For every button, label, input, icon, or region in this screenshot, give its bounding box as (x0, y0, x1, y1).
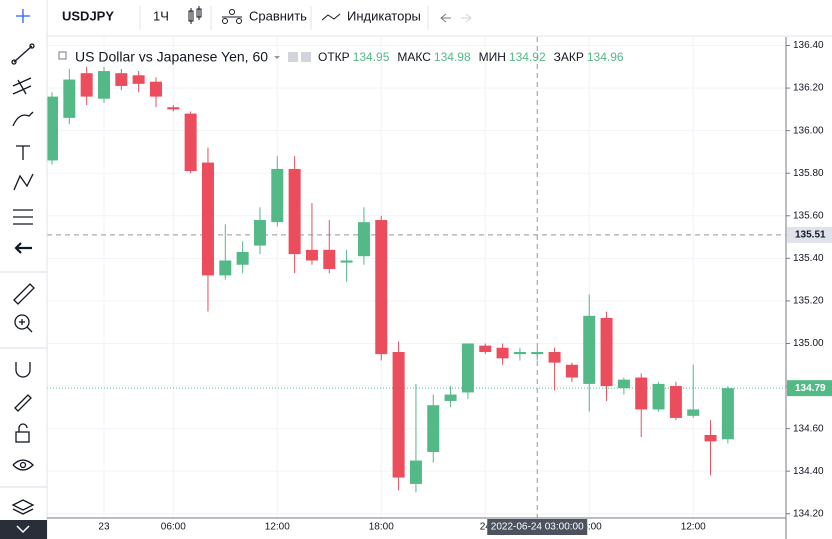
y-tick-label: 136.00 (793, 125, 824, 136)
legend-value: 134.98 (434, 50, 471, 64)
candle-body (271, 168, 284, 223)
candle-body (149, 81, 162, 97)
candle-body (409, 460, 422, 484)
collapse-button[interactable] (0, 520, 47, 539)
candle-body (721, 388, 734, 440)
candle-body (513, 351, 526, 355)
top-bar (0, 0, 832, 36)
price-label-bg (787, 380, 832, 397)
legend-label: МАКС (397, 50, 431, 64)
candle-body (704, 434, 717, 442)
redo (461, 13, 472, 23)
candle-body (219, 260, 232, 276)
crosshair-label: 2022-06-24 03:00:00 (491, 522, 584, 533)
interval[interactable]: 1Ч (153, 8, 169, 23)
legend-label: ЗАКР (554, 50, 584, 64)
y-tick-label: 135.40 (793, 253, 824, 264)
candle-body (288, 168, 301, 255)
settings-icon (301, 52, 312, 62)
candle-body (63, 79, 76, 118)
candle-body (184, 113, 197, 172)
legend-label: МИН (479, 50, 506, 64)
chart-title: US Dollar vs Japanese Yen, 60 (75, 49, 268, 65)
y-tick-label: 134.20 (793, 508, 824, 519)
indicators-icon[interactable] (321, 13, 341, 21)
candle-body (617, 379, 630, 389)
candle-body (687, 409, 700, 416)
price-label: 135.51 (795, 230, 826, 241)
candle-body (444, 394, 457, 401)
y-tick-label: 136.20 (793, 83, 824, 94)
candle-body (97, 71, 110, 99)
plot (46, 37, 786, 518)
compare-icon[interactable] (222, 9, 242, 24)
candle-body (531, 351, 544, 355)
x-tick-label: 12:00 (265, 522, 290, 533)
candle-body (600, 317, 613, 387)
candle-body (479, 345, 492, 352)
candle-body (357, 222, 370, 257)
undo[interactable] (440, 13, 451, 23)
candle-body (392, 351, 405, 478)
candle-body (427, 405, 440, 453)
collapse-icon (16, 525, 30, 534)
chart-legend: US Dollar vs Japanese Yen, 60 ОТКР 134.95… (58, 49, 624, 65)
crosshair-label-bg (487, 519, 588, 535)
candle-body (80, 73, 93, 97)
x-tick-label: 18:00 (369, 522, 394, 533)
y-tick-label: 135.80 (793, 168, 824, 179)
candle-body (340, 260, 353, 263)
candle-body (167, 107, 180, 110)
y-tick-label: 136.40 (793, 40, 824, 51)
legend-value: 134.92 (509, 50, 546, 64)
y-tick-label: 134.40 (793, 466, 824, 477)
candle-body (323, 249, 336, 269)
candle-body (496, 347, 509, 359)
candle-body (461, 343, 474, 393)
candle-body (46, 96, 58, 161)
indicators[interactable]: Индикаторы (347, 8, 421, 23)
x-tick-label: 23 (98, 522, 110, 533)
y-tick-label: 135.20 (793, 296, 824, 307)
y-tick-label: 134.60 (793, 423, 824, 434)
candle-body (305, 249, 318, 261)
y-tick-label: 135.60 (793, 210, 824, 221)
symbol[interactable]: USDJPY (62, 8, 114, 23)
tool-icons[interactable] (0, 9, 47, 515)
x-tick-label: 06:00 (161, 522, 186, 533)
price-label-bg (787, 226, 832, 243)
candle-body (652, 383, 665, 410)
candle-body (201, 162, 214, 276)
candle-body (236, 251, 249, 265)
eye-icon (288, 52, 299, 62)
price-label: 134.79 (795, 383, 826, 394)
collapse-legend[interactable] (58, 51, 67, 60)
x-tick-label: 12:00 (681, 522, 706, 533)
candle-body (548, 351, 561, 363)
candle-body (132, 75, 145, 84)
candle-icon[interactable] (188, 6, 202, 24)
legend-value: 134.96 (587, 50, 624, 64)
legend-label: ОТКР (318, 50, 350, 64)
title-menu (274, 56, 281, 59)
candle-body (375, 220, 388, 355)
candle-body (115, 73, 128, 86)
y-tick-label: 135.00 (793, 338, 824, 349)
candle-body (253, 220, 266, 246)
candle-body (669, 386, 682, 418)
x-tick-label: 06:00 (577, 522, 602, 533)
candle-body (635, 377, 648, 410)
compare[interactable]: Сравнить (249, 8, 307, 23)
legend-value: 134.95 (353, 50, 390, 64)
candle-body (565, 364, 578, 378)
candle-body (583, 315, 596, 384)
x-tick-label: 24 (480, 522, 492, 533)
